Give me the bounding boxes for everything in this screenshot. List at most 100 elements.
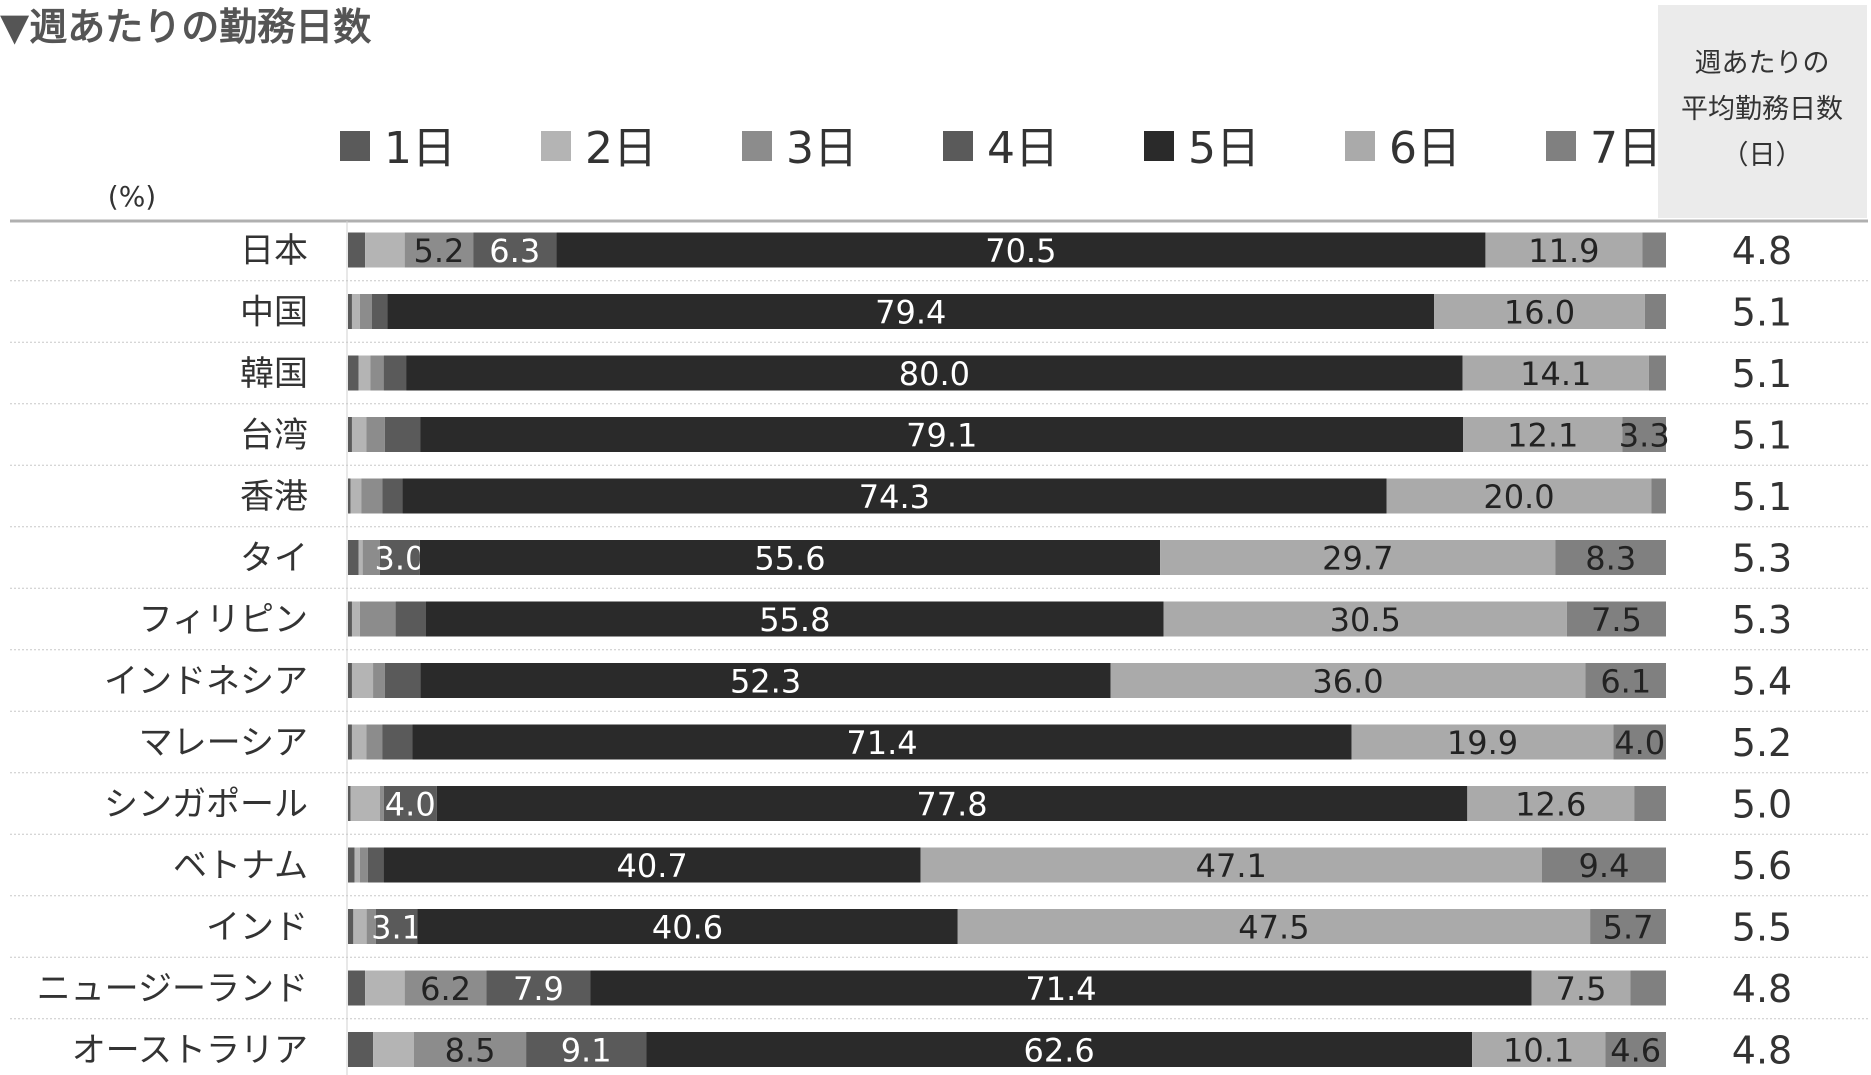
category-label: ベトナム bbox=[173, 846, 308, 886]
category-label: タイ bbox=[240, 539, 308, 579]
data-label: 74.3 bbox=[859, 478, 930, 516]
legend-label-6: 6日 bbox=[1389, 123, 1461, 174]
bar-segment-2日 bbox=[351, 294, 360, 329]
bar-segment-7日 bbox=[1541, 847, 1666, 883]
bar-segment-1日 bbox=[348, 970, 366, 1006]
data-label: 36.0 bbox=[1312, 663, 1383, 701]
bar-segment-7日 bbox=[1634, 786, 1666, 821]
bar-segment-7日 bbox=[1651, 478, 1666, 514]
bar-segment-2日 bbox=[351, 601, 360, 637]
bar-segment-6日 bbox=[1463, 417, 1623, 452]
data-label: 3.1 bbox=[371, 909, 422, 947]
legend-swatch-7 bbox=[1546, 131, 1576, 161]
category-label: シンガポール bbox=[104, 785, 308, 825]
category-label: 中国 bbox=[240, 293, 308, 333]
legend-swatch-3 bbox=[742, 131, 772, 161]
category-label: インドネシア bbox=[104, 662, 308, 702]
bar-segment-3日 bbox=[361, 478, 383, 514]
bar-segment-3日 bbox=[366, 417, 385, 452]
bar-segment-2日 bbox=[353, 909, 367, 944]
category-label: インド bbox=[206, 908, 308, 948]
data-label: 47.5 bbox=[1238, 909, 1309, 947]
bar-segment-5日 bbox=[420, 663, 1111, 698]
bar-segment-1日 bbox=[348, 478, 351, 514]
bar-segment-6日 bbox=[1386, 478, 1652, 514]
legend: 1日 2日 3日 4日 5日 6日 7日 bbox=[340, 123, 1662, 174]
bar-segment-2日 bbox=[351, 724, 367, 760]
bar-segment-2日 bbox=[373, 1032, 414, 1067]
data-label: 7.5 bbox=[1556, 970, 1607, 1008]
chart-title: ▼週あたりの勤務日数 bbox=[0, 5, 371, 49]
category-label: 日本 bbox=[240, 231, 308, 271]
average-value: 5.5 bbox=[1732, 906, 1792, 950]
legend-swatch-5 bbox=[1144, 131, 1174, 161]
bar-segment-3日 bbox=[379, 786, 384, 821]
average-value: 4.8 bbox=[1732, 1029, 1792, 1073]
bar-segment-2日 bbox=[350, 478, 362, 514]
bar-segment-4日 bbox=[382, 478, 403, 514]
bar-segment-1日 bbox=[348, 909, 354, 944]
bar-segment-3日 bbox=[359, 847, 368, 883]
bar-segment-1日 bbox=[348, 663, 352, 698]
bar-segment-1日 bbox=[348, 417, 352, 452]
legend-swatch-4 bbox=[943, 131, 973, 161]
bar-segment-7日 bbox=[1555, 540, 1666, 575]
legend-label-2: 2日 bbox=[585, 123, 657, 174]
bar-segment-7日 bbox=[1648, 355, 1666, 391]
bar-segment-6日 bbox=[1351, 724, 1614, 760]
data-label: 40.7 bbox=[616, 847, 687, 885]
data-label: 4.6 bbox=[1610, 1032, 1661, 1070]
bar-segment-1日 bbox=[348, 1032, 374, 1067]
data-label: 3.3 bbox=[1619, 417, 1670, 455]
data-label: 4.0 bbox=[385, 786, 436, 824]
category-label: 韓国 bbox=[240, 354, 308, 394]
bar-segment-2日 bbox=[351, 417, 367, 452]
bar-segment-2日 bbox=[365, 232, 405, 268]
average-value: 5.1 bbox=[1732, 475, 1792, 519]
average-value: 4.8 bbox=[1732, 229, 1792, 273]
bar-segment-3日 bbox=[404, 232, 474, 268]
data-label: 11.9 bbox=[1528, 232, 1599, 270]
bar-segment-5日 bbox=[387, 294, 1435, 329]
data-label: 29.7 bbox=[1322, 540, 1393, 578]
average-column-background bbox=[1658, 5, 1867, 218]
data-label: 71.4 bbox=[1025, 970, 1096, 1008]
bar-segment-5日 bbox=[420, 417, 1464, 452]
bar-segment-1日 bbox=[348, 294, 352, 329]
bar-segment-4日 bbox=[367, 847, 384, 883]
bar-segment-7日 bbox=[1622, 417, 1666, 452]
bar-segment-6日 bbox=[1163, 601, 1567, 637]
bar-segment-6日 bbox=[1110, 663, 1586, 698]
data-label: 52.3 bbox=[730, 663, 801, 701]
bar-segment-6日 bbox=[920, 847, 1542, 883]
data-label: 80.0 bbox=[899, 355, 970, 393]
data-label: 10.1 bbox=[1503, 1032, 1574, 1070]
data-label: 6.3 bbox=[489, 232, 540, 270]
average-value: 5.1 bbox=[1732, 414, 1792, 458]
bar-segment-5日 bbox=[383, 847, 921, 883]
bar-segment-3日 bbox=[370, 355, 384, 391]
data-label: 5.7 bbox=[1603, 909, 1654, 947]
bar-segment-2日 bbox=[350, 786, 380, 821]
bar-segment-4日 bbox=[375, 909, 418, 944]
bar-segment-6日 bbox=[1485, 232, 1643, 268]
bar-segment-1日 bbox=[348, 355, 359, 391]
data-label: 8.5 bbox=[445, 1032, 496, 1070]
bar-segment-4日 bbox=[371, 294, 388, 329]
bar-segment-1日 bbox=[348, 540, 359, 575]
bar-segment-5日 bbox=[417, 909, 958, 944]
data-label: 9.1 bbox=[561, 1032, 612, 1070]
bar-segment-5日 bbox=[419, 540, 1161, 575]
data-label: 71.4 bbox=[846, 724, 917, 762]
bar-segment-3日 bbox=[366, 724, 383, 760]
legend-swatch-6 bbox=[1345, 131, 1375, 161]
average-value: 5.6 bbox=[1732, 844, 1792, 888]
bar-segment-1日 bbox=[348, 724, 352, 760]
category-label: 香港 bbox=[240, 477, 308, 517]
average-value: 5.4 bbox=[1732, 660, 1792, 704]
bar-segment-3日 bbox=[404, 970, 487, 1006]
data-label: 20.0 bbox=[1483, 478, 1554, 516]
average-value: 5.0 bbox=[1732, 783, 1792, 827]
bar-segment-7日 bbox=[1630, 970, 1666, 1006]
